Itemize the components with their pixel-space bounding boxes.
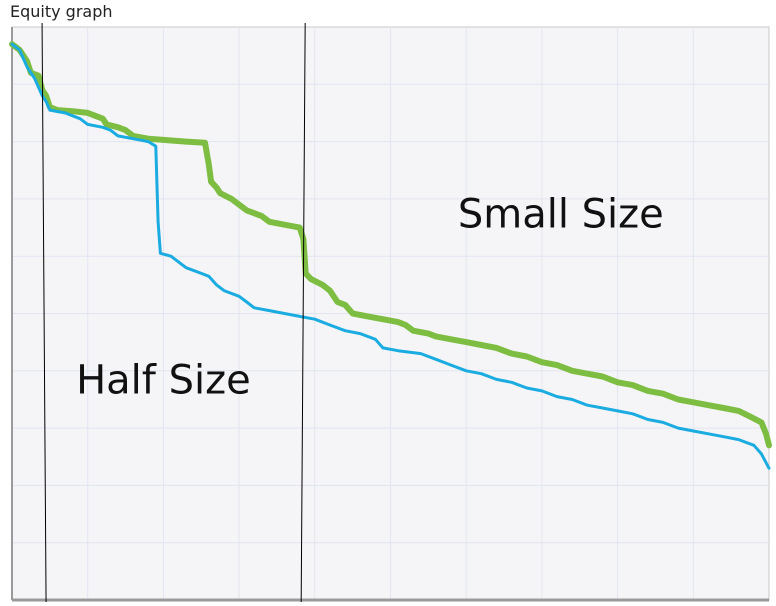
vertical-marker-line: [41, 22, 47, 603]
series-line-blue: [10, 42, 771, 470]
annotations: Small Size Half Size: [76, 192, 664, 404]
series-line-green: [9, 41, 772, 449]
annotation-label: Small Size: [458, 192, 664, 238]
series-lines: [9, 41, 772, 470]
axes: [11, 27, 769, 602]
chart-title: Equity graph: [10, 2, 113, 21]
vertical-marker-line: [300, 22, 306, 603]
grid-lines: [12, 27, 769, 600]
marker-lines: [41, 22, 306, 603]
annotation-label: Half Size: [76, 358, 251, 404]
